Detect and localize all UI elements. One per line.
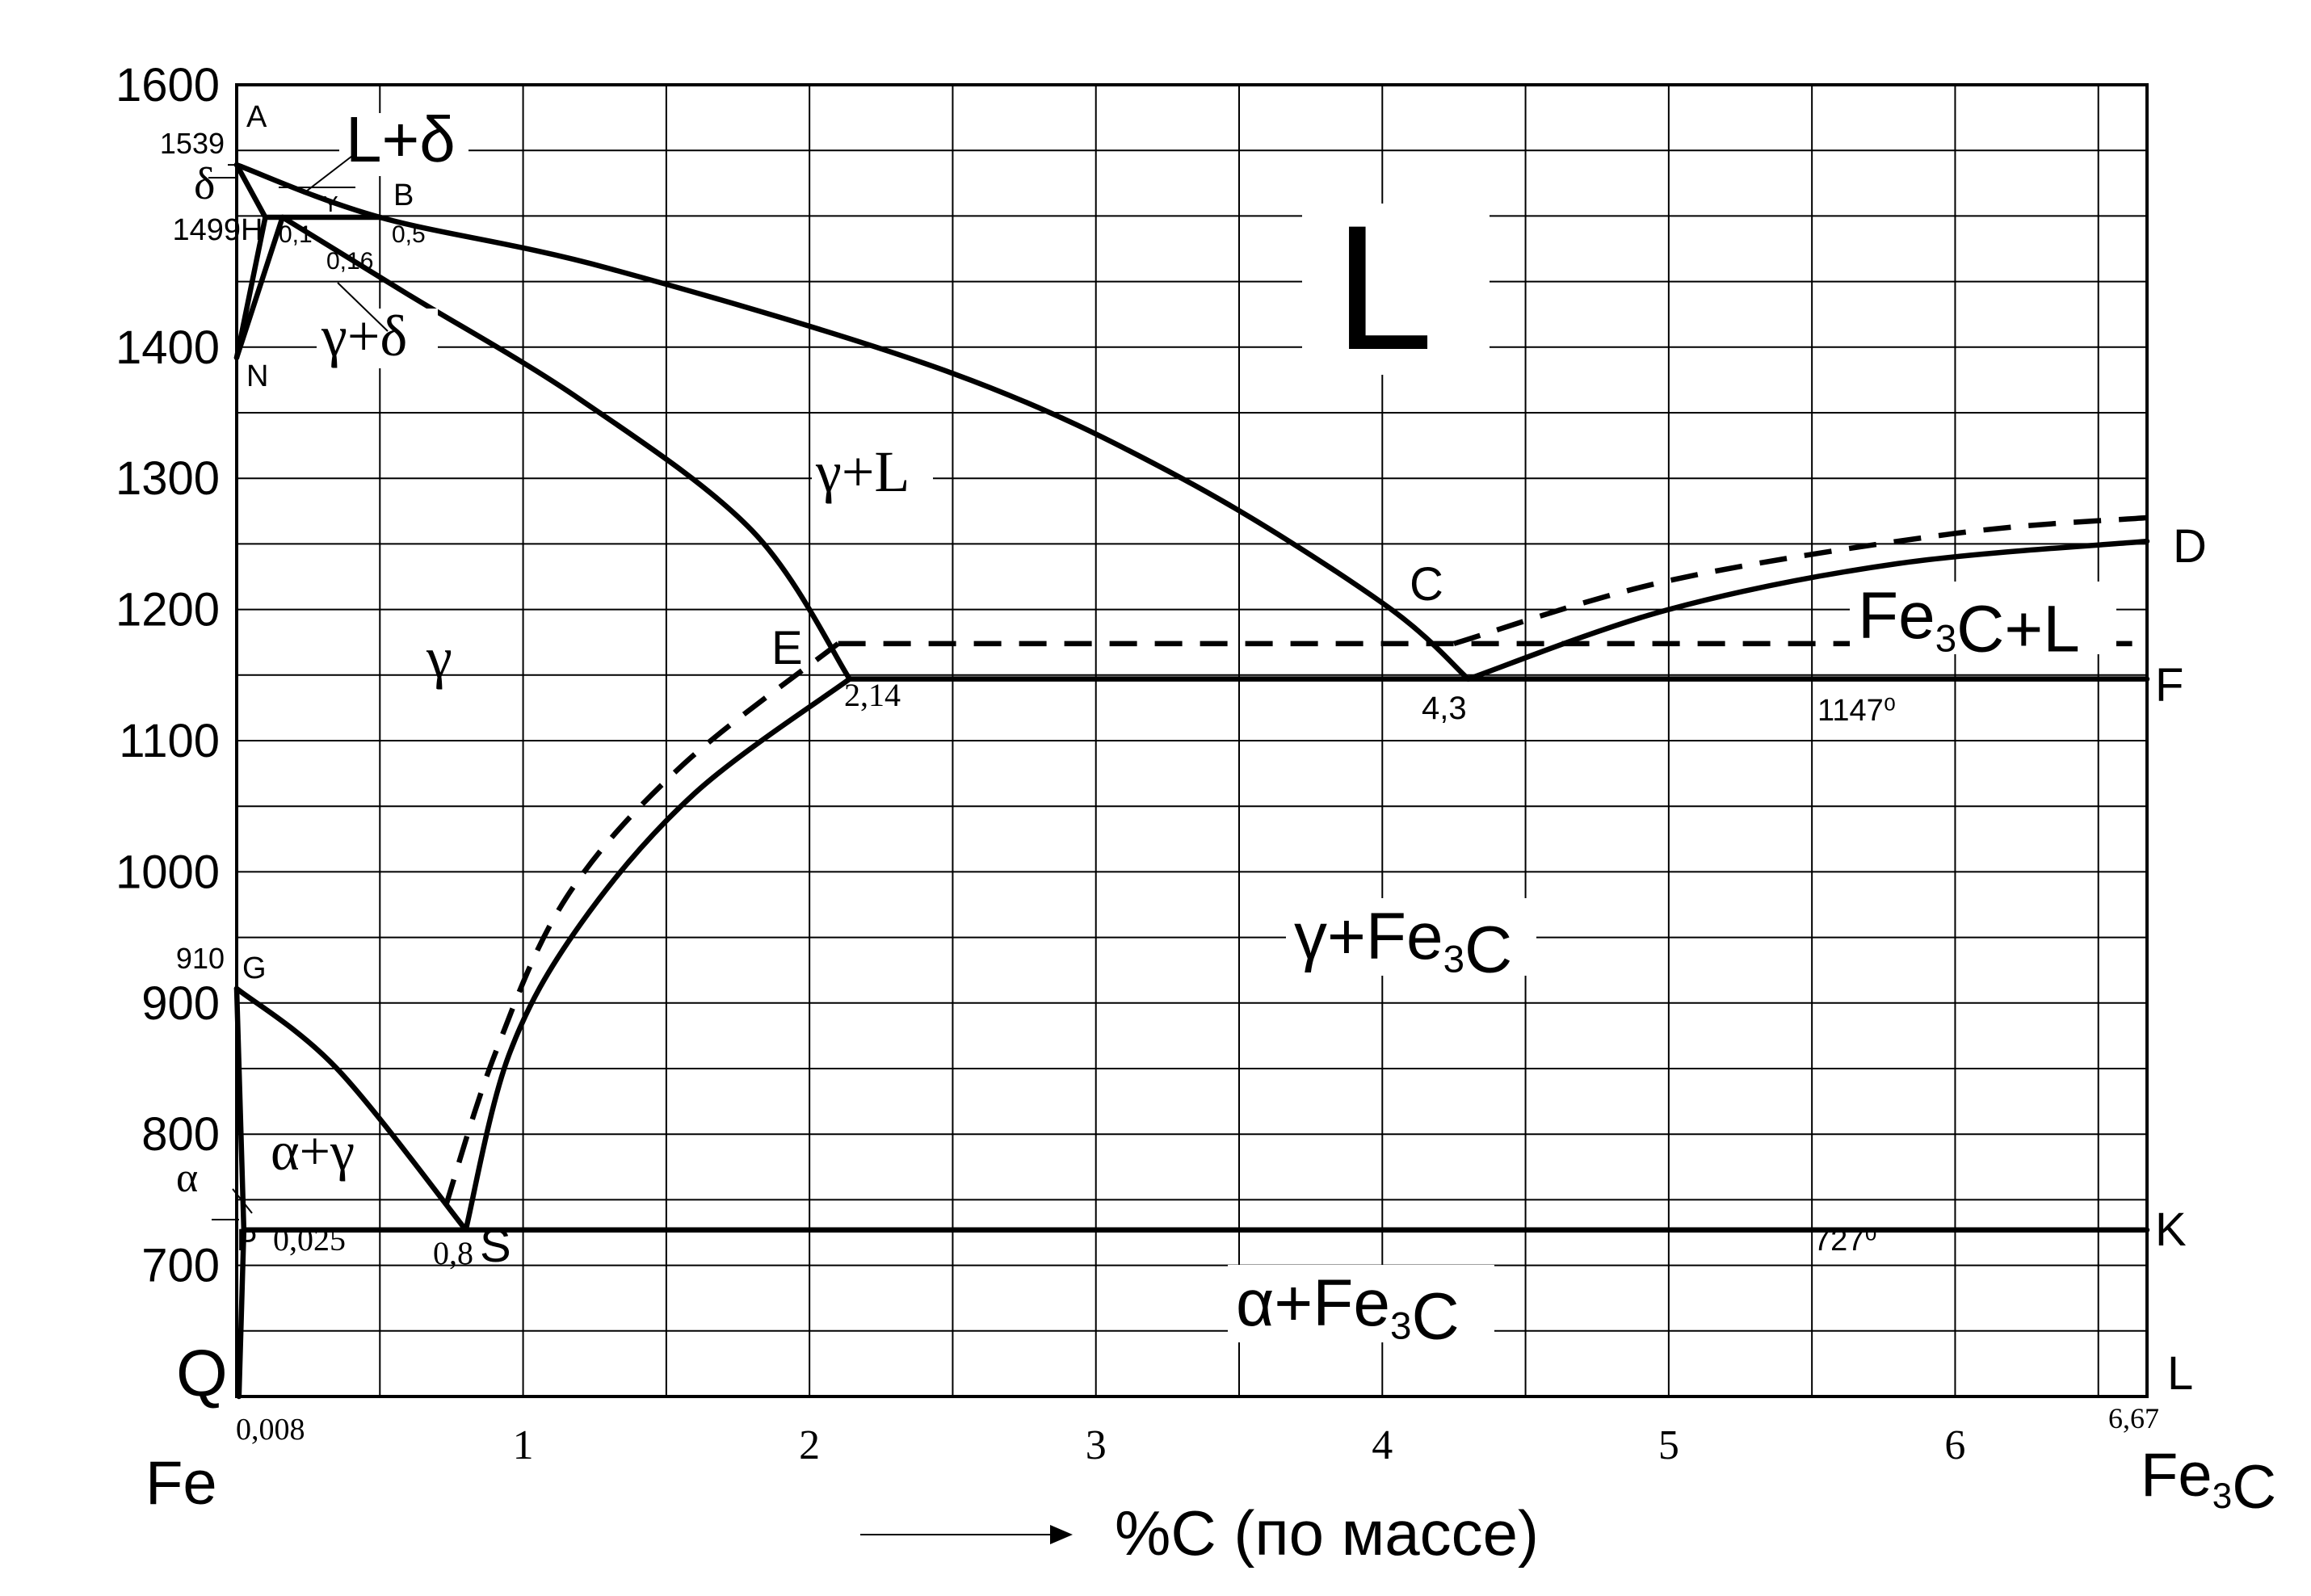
labels: 1600 1400 1300 1200 1100 1000 900 800 700 1 2 3 4 5 6 F…	[116, 59, 2276, 1569]
region-alpha-gamma: α+γ	[271, 1120, 355, 1182]
region-Fe3C-L: Fe3C+L	[1858, 579, 2080, 666]
y-tick-label: 1200	[116, 584, 220, 636]
label-1147: 1147⁰	[1817, 694, 1896, 728]
x-tick-label: 4	[1372, 1422, 1393, 1468]
y-tick-label: 1100	[119, 715, 220, 767]
x-tick-label: 2	[799, 1422, 820, 1468]
point-label-E: E	[771, 622, 803, 674]
point-label-K: K	[2155, 1203, 2187, 1256]
label-c667: 6,67	[2108, 1402, 2159, 1434]
y-tick-label: 1000	[116, 846, 220, 898]
point-label-N: N	[246, 359, 268, 393]
phase-line-6	[1465, 538, 2150, 682]
point-label-C: C	[1410, 558, 1443, 611]
label-727: 727⁰	[1813, 1224, 1877, 1258]
x-tick-label: 5	[1658, 1422, 1679, 1468]
point-label-A: A	[246, 100, 267, 134]
x-tick-label: 1	[513, 1422, 534, 1468]
label-c0025: 0,025	[273, 1221, 346, 1258]
region-Fe3C-L-bg	[1850, 582, 2116, 654]
y-tick-label: 1300	[116, 452, 220, 505]
region-gamma-delta-bg	[317, 309, 438, 368]
point-label-H: H	[241, 213, 263, 247]
point-label-L: L	[2167, 1347, 2193, 1400]
region-alpha-Fe3C: α+Fe3C	[1236, 1266, 1460, 1353]
label-1539: 1539	[160, 127, 225, 160]
region-L-delta-bg	[339, 113, 469, 176]
point-label-P: P	[237, 1224, 257, 1258]
label-c214: 2,14	[844, 677, 901, 713]
region-L-bg	[1302, 204, 1490, 375]
grid	[235, 83, 2149, 1398]
region-delta: δ	[194, 159, 215, 209]
label-910: 910	[176, 942, 225, 975]
leader-line-4	[232, 1188, 253, 1214]
region-gamma-Fe3C: γ+Fe3C	[1294, 900, 1512, 986]
phase-line-5	[279, 214, 853, 682]
point-label-G: G	[242, 951, 267, 985]
region-alpha: α	[176, 1155, 198, 1201]
region-gamma-delta: γ+δ	[321, 304, 407, 368]
region-gamma: γ	[426, 625, 452, 690]
y-tick-label: 1400	[116, 321, 220, 374]
phase-line-2	[233, 214, 268, 361]
phase-line-10	[233, 985, 247, 1233]
axis-arrow-head	[1050, 1525, 1073, 1544]
y-tick-label: 700	[141, 1240, 220, 1292]
label-c016: 0,16	[326, 248, 373, 275]
phase-line-12	[236, 1227, 247, 1400]
y-tick-label: 800	[141, 1108, 220, 1161]
region-gamma-L: γ+L	[815, 439, 910, 504]
x-tick-label: 3	[1086, 1422, 1107, 1468]
point-label-B: B	[393, 178, 414, 212]
x-right-label: Fe3C	[2141, 1441, 2276, 1522]
region-L-delta: L+δ	[346, 103, 456, 175]
plot-frame	[235, 83, 2149, 1398]
leader-line-3	[337, 282, 389, 332]
phase-line-9	[233, 985, 469, 1233]
point-label-J: Y	[323, 191, 338, 216]
point-label-F: F	[2155, 659, 2183, 712]
x-left-label: Fe	[145, 1449, 217, 1518]
point-label-Q: Q	[176, 1337, 228, 1410]
y-tick-label: 900	[141, 977, 220, 1030]
phase-line-1	[233, 162, 268, 220]
region-gamma-L-bg	[812, 440, 933, 505]
dashed-line-14	[1453, 514, 2148, 646]
point-label-S: S	[480, 1220, 511, 1272]
phase-line-8	[463, 676, 853, 1233]
point-label-D: D	[2173, 520, 2207, 573]
x-axis-label: %C (по массе)	[1115, 1497, 1539, 1569]
region-gamma-Fe3C-bg	[1286, 898, 1536, 976]
label-c0008: 0,008	[236, 1413, 305, 1447]
region-alpha-Fe3C-bg	[1228, 1265, 1494, 1342]
phase-line-0	[233, 162, 1471, 682]
x-tick-label: 6	[1944, 1422, 1965, 1468]
region-L: L	[1334, 188, 1433, 387]
label-c08: 0,8	[433, 1235, 473, 1271]
phase-line-3	[233, 214, 285, 361]
label-c01: 0,1	[279, 221, 313, 248]
label-c05: 0,5	[392, 221, 426, 248]
y-tick-label: 1600	[116, 59, 220, 111]
label-1499: 1499	[172, 213, 241, 247]
dashed-line-15	[440, 641, 840, 1216]
label-c43: 4,3	[1422, 691, 1467, 726]
